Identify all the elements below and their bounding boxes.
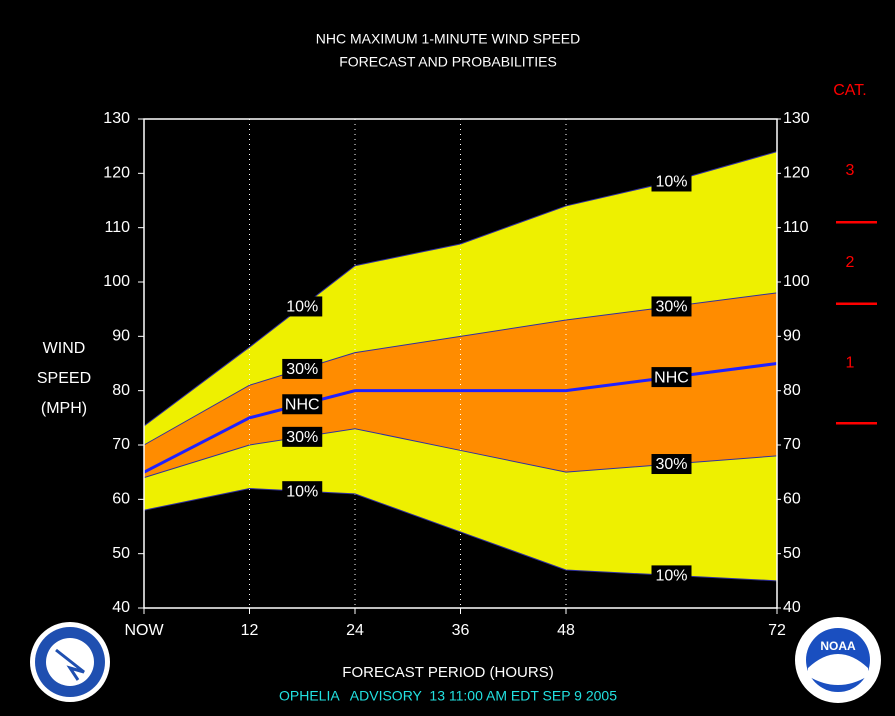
series-label-text: 10%	[655, 568, 687, 585]
series-label-text: 10%	[286, 483, 318, 500]
label-box	[282, 426, 323, 447]
logo-icon	[55, 648, 85, 681]
label-box	[282, 394, 323, 415]
label-box	[282, 481, 323, 502]
series-label-text: NHC	[285, 396, 320, 413]
noaa-logo: NOAA	[795, 617, 881, 703]
series-label-text: NHC	[654, 369, 689, 386]
series-label: 30%	[651, 296, 692, 317]
label-box	[651, 367, 692, 388]
y-tick-label: 120	[103, 165, 130, 182]
y-tick-label: 110	[104, 219, 130, 236]
label-box	[282, 358, 323, 379]
y-tick-label: 40	[112, 599, 130, 616]
y-axis-label: WIND	[43, 340, 86, 357]
x-axis-label: FORECAST PERIOD (HOURS)	[342, 664, 553, 681]
series-label: 10%	[282, 296, 323, 317]
series-label: 10%	[651, 565, 692, 586]
y2-tick-label: 60	[783, 491, 801, 508]
y-tick-label: 100	[103, 273, 130, 290]
logo-wave	[808, 654, 868, 685]
series-label: NHC	[651, 367, 692, 388]
x-tick-label: 72	[768, 622, 786, 639]
x-tick-label: 24	[346, 622, 364, 639]
label-box	[651, 171, 692, 192]
y2-tick-label: 100	[783, 273, 810, 290]
chart-title: FORECAST AND PROBABILITIES	[339, 54, 557, 70]
footer: OPHELIA ADVISORY 13 11:00 AM EDT SEP 9 2…	[279, 688, 617, 704]
series-label-text: 30%	[655, 456, 687, 473]
label-box	[651, 565, 692, 586]
chart-title: NHC MAXIMUM 1-MINUTE WIND SPEED	[316, 31, 580, 47]
y2-tick-label: 130	[783, 110, 810, 127]
y-tick-label: 90	[112, 328, 130, 345]
series-label: 10%	[282, 481, 323, 502]
y2-tick-label: 120	[783, 165, 810, 182]
series-label-text: 30%	[286, 361, 318, 378]
series-label: 30%	[282, 426, 323, 447]
series-label: 30%	[651, 454, 692, 475]
series-label-text: 10%	[286, 299, 318, 316]
x-tick-label: 48	[557, 622, 575, 639]
series-label-text: 10%	[655, 174, 687, 191]
logo-text: NOAA	[820, 639, 856, 653]
y-tick-label: 130	[103, 110, 130, 127]
x-tick-label: NOW	[124, 622, 164, 639]
y-tick-label: 80	[112, 382, 130, 399]
x-tick-label: 12	[241, 622, 259, 639]
series-label: NHC	[282, 394, 323, 415]
y2-tick-label: 90	[783, 328, 801, 345]
series-label: 30%	[282, 358, 323, 379]
y-tick-label: 50	[112, 545, 130, 562]
y-axis-label: (MPH)	[41, 400, 87, 417]
y-axis-label: SPEED	[37, 370, 91, 387]
category-label: 3	[846, 162, 855, 179]
y2-tick-label: 70	[783, 436, 801, 453]
y-tick-label: 60	[112, 491, 130, 508]
y-tick-label: 70	[112, 436, 130, 453]
x-tick-label: 36	[452, 622, 470, 639]
category-title: CAT.	[833, 82, 866, 99]
y2-tick-label: 80	[783, 382, 801, 399]
label-box	[651, 296, 692, 317]
nws-logo	[30, 622, 110, 702]
y2-tick-label: 40	[783, 599, 801, 616]
series-label-text: 30%	[286, 429, 318, 446]
category-label: 2	[846, 254, 855, 271]
y2-tick-label: 50	[783, 545, 801, 562]
label-box	[282, 296, 323, 317]
series-label: 10%	[651, 171, 692, 192]
series-label-text: 30%	[655, 299, 687, 316]
y2-tick-label: 110	[783, 219, 809, 236]
category-label: 1	[846, 355, 855, 372]
label-box	[651, 454, 692, 475]
